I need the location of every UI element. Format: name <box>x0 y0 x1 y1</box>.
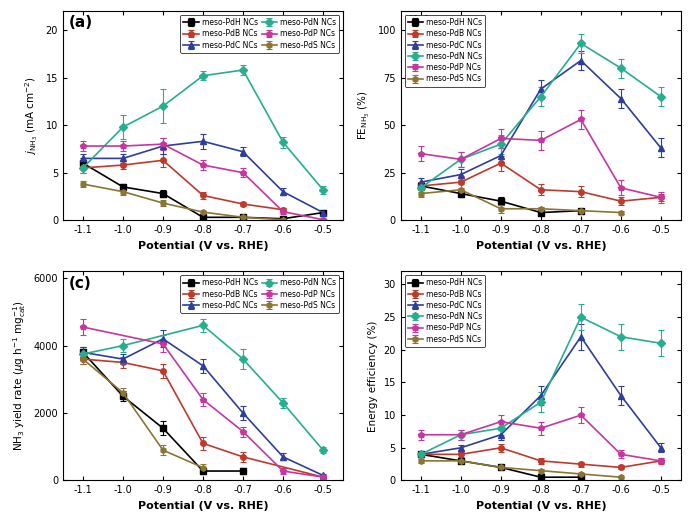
X-axis label: Potential (V vs. RHE): Potential (V vs. RHE) <box>475 241 606 251</box>
Y-axis label: $\mathrm{FE_{NH_3}}$ (%): $\mathrm{FE_{NH_3}}$ (%) <box>357 91 372 140</box>
Legend: meso-PdH NCs, meso-PdB NCs, meso-PdC NCs, meso-PdN NCs, meso-PdP NCs, meso-PdS N: meso-PdH NCs, meso-PdB NCs, meso-PdC NCs… <box>181 275 339 313</box>
X-axis label: Potential (V vs. RHE): Potential (V vs. RHE) <box>475 501 606 511</box>
Legend: meso-PdH NCs, meso-PdB NCs, meso-PdC NCs, meso-PdN NCs, meso-PdP NCs, meso-PdS N: meso-PdH NCs, meso-PdB NCs, meso-PdC NCs… <box>405 275 485 347</box>
Text: (d): (d) <box>406 276 431 291</box>
Y-axis label: Energy efficiency (%): Energy efficiency (%) <box>368 321 378 432</box>
Text: (a): (a) <box>69 15 93 30</box>
Y-axis label: NH$_3$ yield rate ($\mu$g h$^{-1}$ mg$_{\mathrm{cat}}^{-1}$): NH$_3$ yield rate ($\mu$g h$^{-1}$ mg$_{… <box>11 300 28 452</box>
Legend: meso-PdH NCs, meso-PdB NCs, meso-PdC NCs, meso-PdN NCs, meso-PdP NCs, meso-PdS N: meso-PdH NCs, meso-PdB NCs, meso-PdC NCs… <box>405 15 485 87</box>
Legend: meso-PdH NCs, meso-PdB NCs, meso-PdC NCs, meso-PdN NCs, meso-PdP NCs, meso-PdS N: meso-PdH NCs, meso-PdB NCs, meso-PdC NCs… <box>181 15 339 53</box>
Y-axis label: $j_{\mathrm{NH_3}}$ (mA cm$^{-2}$): $j_{\mathrm{NH_3}}$ (mA cm$^{-2}$) <box>24 76 40 155</box>
X-axis label: Potential (V vs. RHE): Potential (V vs. RHE) <box>138 501 268 511</box>
Text: (c): (c) <box>69 276 91 291</box>
X-axis label: Potential (V vs. RHE): Potential (V vs. RHE) <box>138 241 268 251</box>
Text: (b): (b) <box>406 15 431 30</box>
